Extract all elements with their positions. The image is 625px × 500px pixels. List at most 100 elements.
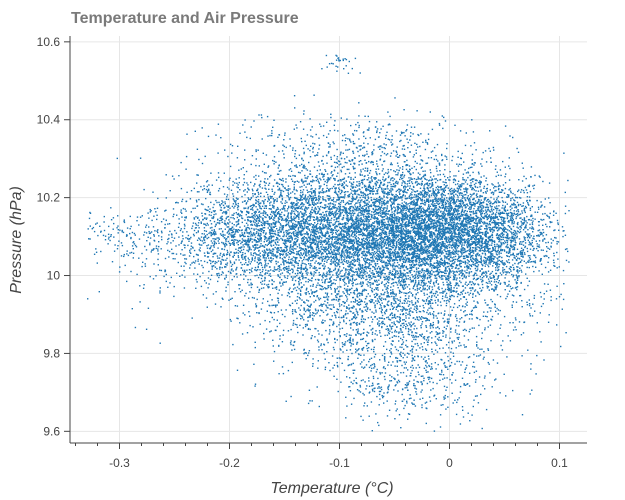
data-point <box>337 194 339 196</box>
data-point <box>347 230 349 233</box>
data-point <box>230 262 232 264</box>
data-point <box>458 255 460 257</box>
data-point <box>492 274 495 277</box>
data-point <box>409 207 411 209</box>
data-point <box>427 309 429 311</box>
data-point <box>541 219 543 221</box>
data-point <box>399 258 401 260</box>
data-point <box>363 225 365 227</box>
data-point <box>346 240 348 243</box>
data-point <box>463 204 465 207</box>
data-point <box>454 250 456 252</box>
data-point <box>383 245 385 247</box>
data-point <box>493 240 496 242</box>
data-point <box>235 239 237 241</box>
data-point <box>404 207 407 209</box>
data-point <box>369 254 371 256</box>
data-point <box>465 190 467 192</box>
data-point <box>416 225 419 227</box>
data-point <box>393 255 395 258</box>
data-point <box>313 255 315 258</box>
data-point <box>331 199 333 202</box>
data-point <box>458 232 460 235</box>
data-point <box>439 199 441 201</box>
data-point <box>410 203 412 205</box>
data-point <box>520 252 522 254</box>
data-point <box>426 261 428 263</box>
data-point <box>428 247 430 249</box>
data-point <box>545 223 547 226</box>
data-point <box>444 213 447 215</box>
data-point <box>376 248 378 251</box>
data-point <box>416 231 418 233</box>
data-point <box>354 191 357 193</box>
data-point <box>430 213 432 216</box>
data-point <box>337 229 340 232</box>
data-point <box>433 248 435 251</box>
data-point <box>404 234 406 236</box>
data-point <box>329 229 332 231</box>
data-point <box>514 233 516 235</box>
data-point <box>542 224 544 226</box>
data-point <box>459 260 461 263</box>
data-point <box>300 197 302 200</box>
data-point <box>333 214 335 216</box>
data-point <box>465 212 468 215</box>
data-point <box>238 288 241 290</box>
data-point <box>506 194 509 196</box>
data-point <box>466 215 468 217</box>
data-point <box>454 274 457 276</box>
data-point <box>298 218 300 220</box>
data-point <box>459 194 461 196</box>
data-point <box>293 234 295 237</box>
data-point <box>466 304 468 306</box>
data-point <box>376 173 378 176</box>
data-point <box>426 224 428 226</box>
data-point <box>446 184 448 187</box>
data-point <box>376 217 378 219</box>
data-point <box>391 215 393 217</box>
data-point <box>329 278 331 280</box>
data-point <box>422 215 424 217</box>
data-point <box>427 273 429 275</box>
data-point <box>518 189 520 191</box>
data-point <box>407 210 409 212</box>
data-point <box>452 266 454 268</box>
data-point <box>424 284 426 286</box>
data-point <box>343 256 345 258</box>
data-point <box>343 238 345 240</box>
data-point <box>449 179 451 181</box>
data-point <box>365 210 368 213</box>
data-point <box>532 185 534 187</box>
data-point <box>412 172 414 174</box>
data-point <box>441 202 443 205</box>
data-point <box>372 227 375 229</box>
data-point <box>402 237 404 240</box>
data-point <box>293 216 295 218</box>
data-point <box>409 239 411 241</box>
data-point <box>397 196 399 198</box>
data-point <box>399 274 402 276</box>
data-point <box>446 227 448 229</box>
data-point <box>265 237 268 239</box>
data-point <box>445 246 447 248</box>
data-point <box>304 196 306 198</box>
data-point <box>344 273 346 275</box>
data-point <box>373 238 375 240</box>
data-point <box>412 156 415 158</box>
data-point <box>442 228 444 230</box>
data-point <box>415 244 417 247</box>
data-point <box>418 255 421 257</box>
data-point <box>497 182 499 184</box>
data-point <box>461 250 463 252</box>
data-point <box>402 218 404 221</box>
data-point <box>207 209 209 211</box>
data-point <box>380 267 382 269</box>
data-point <box>513 222 515 225</box>
data-point <box>398 241 400 244</box>
data-point <box>519 203 522 206</box>
data-point <box>548 197 550 199</box>
data-point <box>389 296 391 298</box>
data-point <box>410 245 412 248</box>
data-point <box>453 226 455 228</box>
